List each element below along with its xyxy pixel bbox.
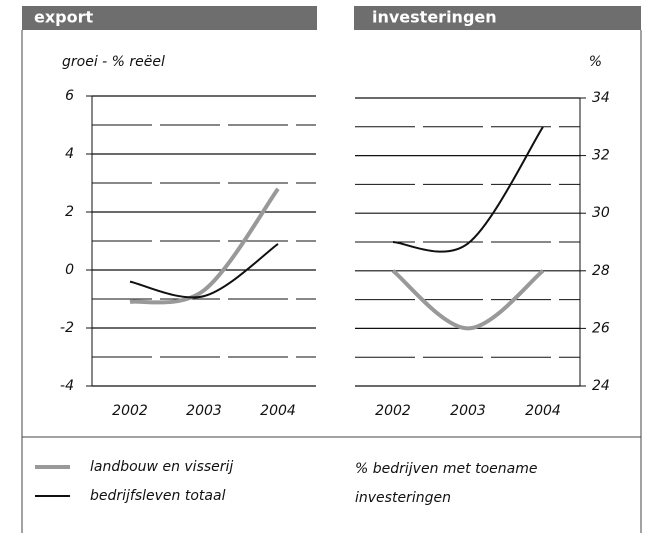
- axis-label: groei - % reëel: [62, 54, 165, 70]
- x-tick-label: 2003: [186, 403, 222, 419]
- legend-label: bedrijfsleven totaal: [90, 488, 226, 504]
- panel-title: investeringen: [372, 8, 497, 27]
- x-tick-label: 2002: [375, 403, 411, 419]
- series-line: [129, 243, 279, 299]
- y-tick-label: -4: [60, 378, 74, 394]
- y-tick-label: -2: [60, 320, 74, 336]
- series-line: [391, 269, 545, 331]
- series-line: [392, 126, 544, 253]
- panel-title: export: [34, 8, 94, 27]
- legend-label: landbouw en visserij: [90, 459, 233, 475]
- y-tick-label: 6: [65, 88, 74, 104]
- y-tick-label: 2: [65, 204, 74, 220]
- y-tick-label: 34: [592, 90, 610, 106]
- y-tick-label: 32: [592, 148, 610, 164]
- y-tick-label: 28: [592, 263, 610, 279]
- axis-label: %: [589, 54, 602, 70]
- x-tick-label: 2004: [525, 403, 561, 419]
- y-tick-label: 24: [592, 378, 610, 394]
- legend-note: % bedrijven met toename investeringen: [355, 461, 538, 506]
- header-bar: [22, 6, 317, 30]
- series-line: [129, 187, 280, 305]
- y-tick-label: 0: [65, 262, 74, 278]
- x-tick-label: 2002: [112, 403, 148, 419]
- x-tick-label: 2004: [260, 403, 296, 419]
- y-tick-label: 30: [592, 205, 610, 221]
- x-tick-label: 2003: [450, 403, 486, 419]
- y-tick-label: 4: [65, 146, 74, 162]
- header-bar: [354, 6, 641, 30]
- y-tick-label: 26: [592, 320, 610, 336]
